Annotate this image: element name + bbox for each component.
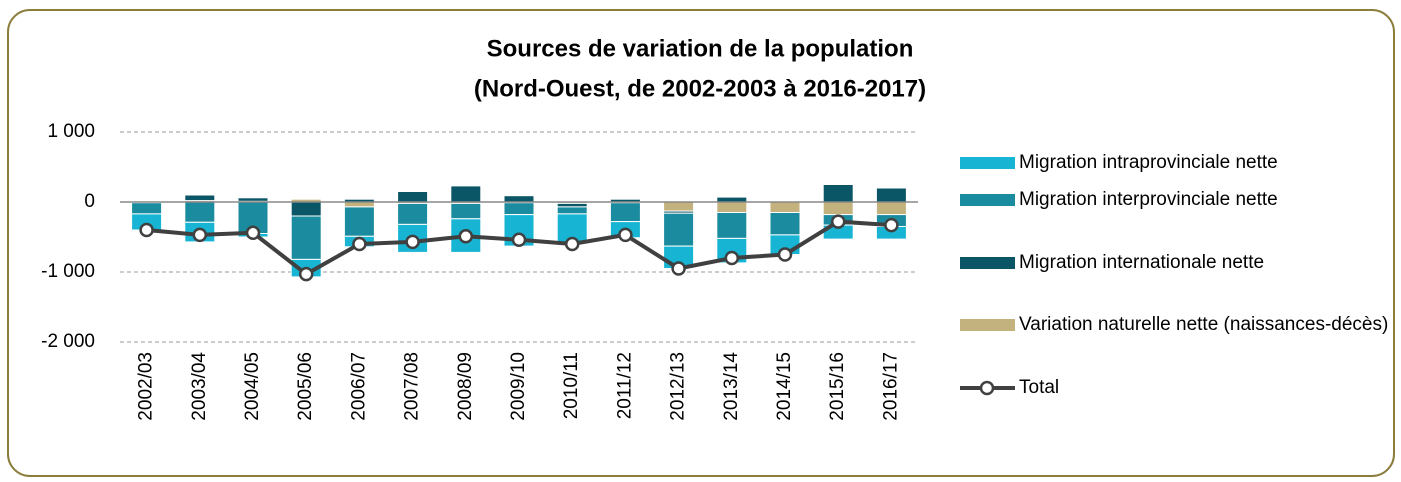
legend-swatch <box>960 157 1015 169</box>
bar-segment <box>609 202 641 223</box>
bar-segment <box>663 212 695 247</box>
bar-segment <box>822 201 854 216</box>
legend-swatch <box>960 257 1015 269</box>
bar-segment <box>184 194 216 202</box>
bar-segment <box>822 184 854 203</box>
x-tick-label: 2004/05 <box>242 352 263 421</box>
total-marker <box>618 227 633 243</box>
total-marker <box>884 217 899 233</box>
bar-segment <box>343 206 375 237</box>
y-tick-label: 1 000 <box>47 121 95 142</box>
chart-border <box>7 9 1395 477</box>
legend-label: Migration intraprovinciale nette <box>1019 152 1278 173</box>
bar-segment <box>875 187 907 203</box>
total-marker <box>511 232 527 248</box>
x-tick-label: 2002/03 <box>136 352 157 421</box>
bar-segment <box>503 202 535 216</box>
bar-segment <box>769 212 801 236</box>
legend-swatch <box>960 194 1015 206</box>
x-tick-label: 2011/12 <box>614 352 635 419</box>
bar-segment <box>556 202 588 208</box>
chart-title: Sources de variation de la population <box>487 35 914 62</box>
total-marker <box>458 229 474 244</box>
bar-segment <box>397 202 429 225</box>
x-tick-label: 2005/06 <box>295 352 316 421</box>
y-tick-label: 0 <box>84 191 95 212</box>
x-tick-label: 2007/08 <box>402 352 423 421</box>
bar-segment <box>450 202 482 220</box>
bar-segment <box>716 212 748 239</box>
total-marker <box>830 214 846 229</box>
legend-label: Variation naturelle nette (naissances-dé… <box>1019 314 1389 335</box>
bar-segment <box>450 185 482 203</box>
bar-segment <box>503 195 535 203</box>
x-tick-label: 2010/11 <box>561 352 582 419</box>
legend-label: Migration internationale nette <box>1019 252 1265 273</box>
x-tick-label: 2009/10 <box>508 352 529 421</box>
bar-segment <box>237 197 269 202</box>
total-marker <box>405 234 420 250</box>
x-tick-label: 2013/14 <box>721 352 742 421</box>
legend-label: Total <box>1019 377 1060 398</box>
total-marker <box>724 250 740 266</box>
legend-marker <box>979 380 995 396</box>
bar-segment <box>769 201 801 213</box>
y-tick-label: -1 000 <box>41 261 95 282</box>
chart-title: (Nord-Ouest, de 2002-2003 à 2016-2017) <box>474 75 926 102</box>
total-marker <box>245 225 261 241</box>
x-tick-label: 2016/17 <box>880 352 901 421</box>
total-marker <box>352 236 367 252</box>
bar-segment <box>875 201 907 216</box>
total-marker <box>777 247 793 262</box>
bar-segment <box>184 201 216 223</box>
x-tick-label: 2008/09 <box>455 352 476 421</box>
x-tick-label: 2006/07 <box>348 352 369 421</box>
bar-segment <box>290 201 322 217</box>
bar-segment <box>290 215 322 260</box>
x-tick-label: 2015/16 <box>827 352 848 421</box>
total-marker <box>298 266 314 282</box>
bar-segment <box>716 201 748 213</box>
x-tick-label: 2012/13 <box>668 352 689 421</box>
bar-segment <box>397 191 429 203</box>
total-marker <box>192 227 208 243</box>
bar-segment <box>663 201 695 212</box>
x-tick-label: 2014/15 <box>774 352 795 421</box>
bar-segment <box>131 202 163 215</box>
total-marker <box>671 261 686 276</box>
y-tick-label: -2 000 <box>41 331 95 352</box>
total-marker <box>139 222 154 238</box>
x-tick-label: 2003/04 <box>189 352 210 421</box>
total-marker <box>564 236 580 252</box>
legend-swatch <box>960 319 1015 331</box>
legend-label: Migration interprovinciale nette <box>1019 189 1278 210</box>
bar-segment <box>556 206 588 215</box>
